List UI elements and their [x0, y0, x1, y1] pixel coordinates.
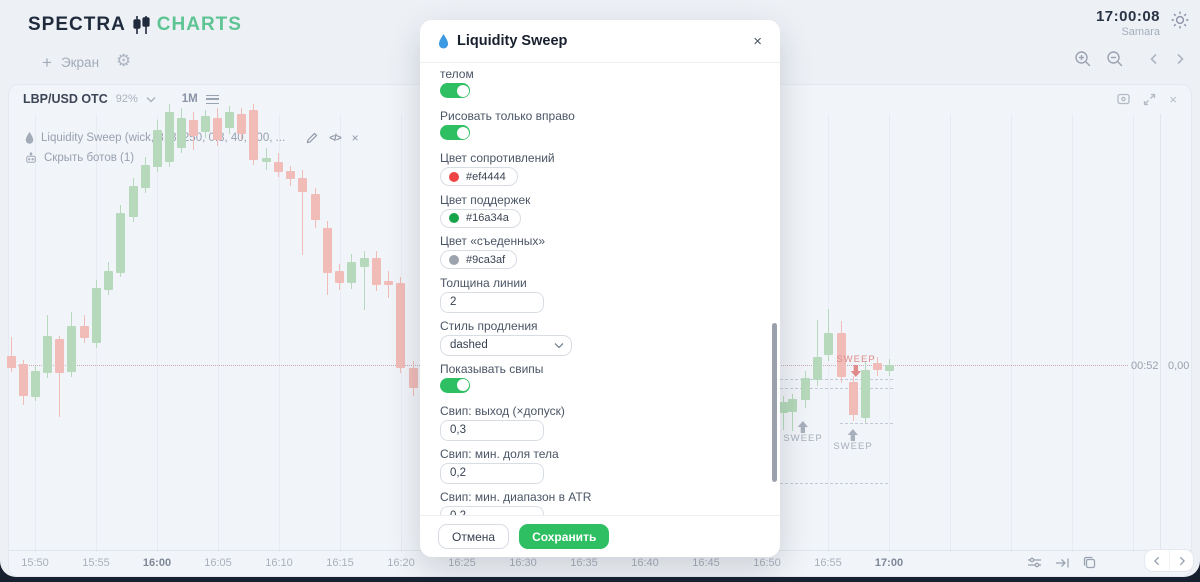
- field-label: Цвет «съеденных»: [440, 234, 546, 248]
- code-icon[interactable]: </>: [329, 132, 342, 144]
- zoom-out-icon[interactable]: [1106, 50, 1124, 68]
- clock-time: 17:00:08: [1095, 8, 1160, 25]
- color-dot: [449, 213, 459, 223]
- history-nav: [1144, 549, 1194, 572]
- remove-indicator-icon[interactable]: ×: [351, 131, 359, 145]
- copy-chart-icon[interactable]: [1083, 556, 1096, 569]
- resistance-color-chip[interactable]: #ef4444: [440, 167, 518, 186]
- close-panel-icon[interactable]: ×: [1169, 91, 1177, 107]
- brand-right: CHARTS: [156, 14, 242, 35]
- hide-bots-label[interactable]: Скрыть ботов (1): [44, 152, 135, 164]
- modal-title: Liquidity Sweep: [457, 33, 568, 49]
- field-label: Толщина линии: [440, 275, 527, 290]
- extension-style-select[interactable]: dashed: [440, 334, 572, 356]
- field-resistance-color: Цвет сопротивлений #ef4444: [440, 151, 760, 187]
- symbol-chevron-down-icon[interactable]: [146, 96, 156, 103]
- modal-body: телом Рисовать только вправо Цвет сопрот…: [420, 63, 780, 515]
- panel-header-icons: ×: [1117, 92, 1177, 107]
- eaten-color-chip[interactable]: #9ca3af: [440, 250, 518, 269]
- clock-city: Samara: [1121, 26, 1160, 38]
- goto-realtime-icon[interactable]: [1055, 556, 1070, 569]
- field-line-width: Толщина линии: [440, 276, 760, 313]
- expand-icon[interactable]: [1143, 93, 1156, 106]
- sweep-atr-input[interactable]: [440, 505, 544, 515]
- brand-left: SPECTRA: [28, 14, 126, 35]
- indicator-legend: Liquidity Sweep (wick, 3, 3, 250, 0.3, 4…: [25, 131, 359, 171]
- plus-icon: +: [42, 53, 52, 72]
- add-screen-button[interactable]: + Экран: [30, 50, 111, 75]
- indicators-menu-icon[interactable]: [205, 94, 219, 104]
- field-eaten-color: Цвет «съеденных» #9ca3af: [440, 234, 760, 270]
- nav-next-icon[interactable]: [1169, 550, 1193, 571]
- color-dot: [449, 254, 459, 265]
- brand-logo: SPECTRA CHARTS: [28, 14, 242, 36]
- gear-icon[interactable]: ⚙: [116, 51, 132, 70]
- chevron-down-icon: [554, 342, 564, 348]
- zoom-controls: [1074, 50, 1200, 68]
- body-touch-toggle[interactable]: [440, 83, 470, 98]
- field-label: Свип: выход (×допуск): [440, 403, 565, 418]
- modal-scrollbar[interactable]: [772, 323, 777, 482]
- field-label: Показывать свипы: [440, 361, 544, 376]
- cancel-button[interactable]: Отмена: [438, 524, 510, 549]
- field-show-sweeps: Показывать свипы: [440, 362, 760, 398]
- bottom-controls: [1027, 556, 1096, 569]
- field-sweep-atr: Свип: мин. диапазон в ATR: [440, 489, 760, 515]
- indicator-legend-text: Liquidity Sweep (wick, 3, 3, 250, 0.3, 4…: [41, 132, 286, 144]
- edit-indicator-pencil-icon[interactable]: [306, 131, 318, 145]
- field-draw-right: Рисовать только вправо: [440, 109, 760, 145]
- field-label: телом: [440, 67, 474, 81]
- sweep-exit-input[interactable]: [440, 419, 544, 441]
- theme-sun-icon[interactable]: [1170, 10, 1190, 30]
- pan-left-icon[interactable]: [1148, 53, 1160, 65]
- save-button[interactable]: Сохранить: [519, 524, 610, 549]
- field-label: Стиль продления: [440, 318, 538, 333]
- field-support-color: Цвет поддержек #16a34a: [440, 193, 760, 229]
- settings-sliders-icon[interactable]: [1027, 556, 1042, 569]
- nav-prev-icon[interactable]: [1145, 550, 1169, 571]
- chart-panel-header: LBP/USD OTC 92% 1M ×: [9, 85, 1191, 113]
- line-width-input[interactable]: [440, 291, 544, 313]
- color-dot: [449, 171, 459, 182]
- modal-close-icon[interactable]: ×: [753, 32, 762, 50]
- top-bar: SPECTRA CHARTS 17:00:08 Samara: [0, 0, 1200, 48]
- symbol-label[interactable]: LBP/USD OTC: [23, 92, 108, 106]
- timeframe-label[interactable]: 1M: [181, 93, 198, 105]
- field-body-touch: телом: [440, 67, 760, 103]
- sweep-body-input[interactable]: [440, 462, 544, 484]
- liquidity-sweep-modal: Liquidity Sweep × телом Рисовать только …: [420, 20, 780, 557]
- color-hex: #16a34a: [466, 212, 509, 224]
- snapshot-icon[interactable]: [1117, 93, 1131, 105]
- show-sweeps-toggle[interactable]: [440, 377, 470, 393]
- field-sweep-body: Свип: мин. доля тела: [440, 447, 760, 484]
- clock-box: 17:00:08 Samara: [1096, 8, 1160, 38]
- sub-bar: + Экран ⚙: [0, 48, 1200, 80]
- support-color-chip[interactable]: #16a34a: [440, 208, 521, 228]
- modal-footer: Отмена Сохранить: [420, 515, 780, 557]
- field-label: Рисовать только вправо: [440, 109, 575, 123]
- field-sweep-exit: Свип: выход (×допуск): [440, 404, 760, 441]
- brand-candles-icon: [133, 15, 150, 35]
- modal-droplet-icon: [438, 33, 449, 49]
- color-hex: #9ca3af: [466, 253, 506, 266]
- modal-header: Liquidity Sweep ×: [420, 20, 780, 63]
- draw-right-toggle[interactable]: [440, 125, 470, 140]
- field-label: Цвет сопротивлений: [440, 151, 555, 165]
- color-hex: #ef4444: [466, 170, 506, 183]
- field-label: Свип: мин. диапазон в ATR: [440, 489, 592, 504]
- droplet-icon: [25, 132, 34, 144]
- field-label: Свип: мин. доля тела: [440, 446, 559, 461]
- zoom-in-icon[interactable]: [1074, 50, 1092, 68]
- field-label: Цвет поддержек: [440, 192, 531, 207]
- field-extension-style: Стиль продления dashed: [440, 319, 760, 356]
- robot-icon: [25, 152, 37, 164]
- pan-right-icon[interactable]: [1174, 53, 1186, 65]
- payout-percent: 92%: [115, 93, 138, 105]
- add-screen-label: Экран: [60, 55, 100, 70]
